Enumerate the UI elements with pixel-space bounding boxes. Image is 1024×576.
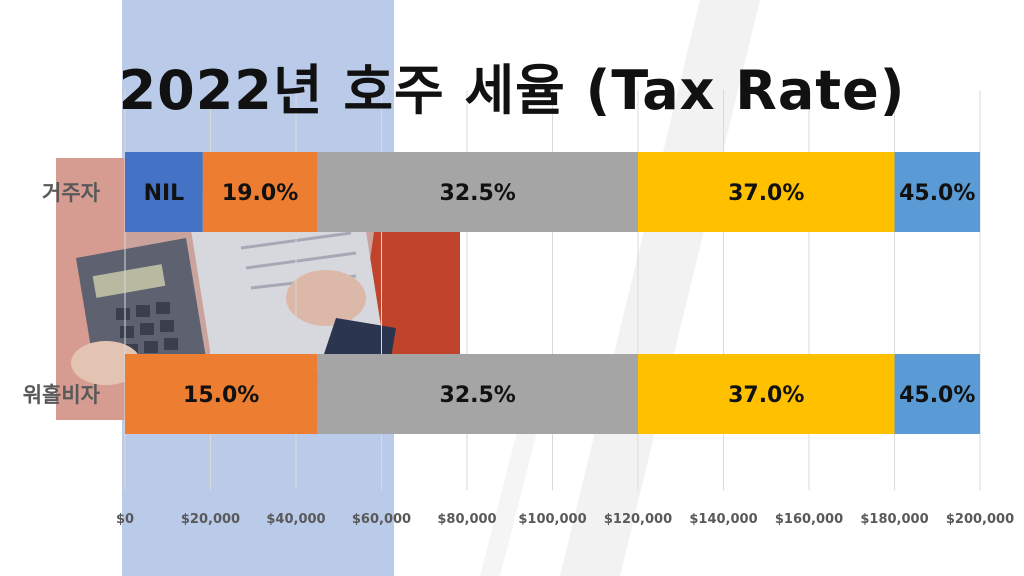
bar-row-1: 15.0% 32.5% 37.0% 45.0% [125, 354, 980, 434]
bar-segment [894, 152, 980, 232]
bar-segment [638, 152, 895, 232]
data-label: 32.5% [440, 383, 516, 408]
x-tick-label: $200,000 [946, 512, 1014, 527]
data-label: 19.0% [222, 181, 298, 206]
bar-segment [894, 354, 980, 434]
x-tick-label: $80,000 [437, 512, 496, 527]
x-axis-tick-labels: $0 $20,000 $40,000 $60,000 $80,000 $100,000 $1… [116, 512, 1014, 527]
bar-segment [638, 354, 895, 434]
data-label: 15.0% [183, 383, 259, 408]
x-tick-label: $40,000 [266, 512, 325, 527]
x-tick-label: $160,000 [775, 512, 843, 527]
category-label: 워홀비자 [23, 383, 101, 407]
bar-segment [125, 354, 318, 434]
bar-segment [317, 354, 638, 434]
chart-title: 2022년 호주 세율 (Tax Rate) [118, 59, 906, 122]
data-label: 37.0% [728, 383, 804, 408]
data-label: NIL [144, 181, 185, 206]
data-label: 45.0% [899, 383, 975, 408]
x-tick-label: $180,000 [860, 512, 928, 527]
x-tick-label: $140,000 [689, 512, 757, 527]
data-label: 37.0% [728, 181, 804, 206]
x-tick-label: $60,000 [352, 512, 411, 527]
x-tick-label: $100,000 [518, 512, 586, 527]
data-label: 32.5% [440, 181, 516, 206]
x-tick-label: $120,000 [604, 512, 672, 527]
bars: NIL 19.0% 32.5% 37.0% 45.0% 15.0% 32.5% 37.0% 45… [125, 152, 980, 434]
bar-segment [317, 152, 638, 232]
x-tick-label: $0 [116, 512, 134, 527]
bar-segment [202, 152, 318, 232]
bar-segment [125, 152, 203, 232]
data-label: 45.0% [899, 181, 975, 206]
category-label: 거주자 [42, 181, 101, 205]
bar-row-0: NIL 19.0% 32.5% 37.0% 45.0% [125, 152, 980, 232]
x-tick-label: $20,000 [181, 512, 240, 527]
